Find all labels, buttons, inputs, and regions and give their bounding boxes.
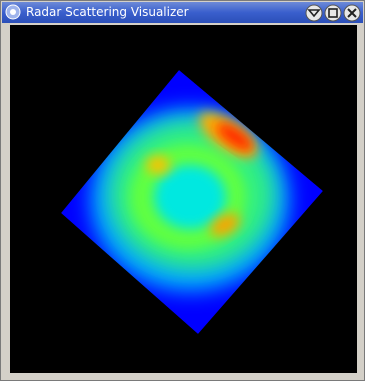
close-button[interactable] [344,5,360,21]
app-icon-center [10,9,16,15]
maximize-button[interactable] [325,5,341,21]
window: Radar Scattering Visualizer [0,0,365,381]
window-title: Radar Scattering Visualizer [26,5,189,19]
title-bar: Radar Scattering Visualizer [2,2,363,23]
center [154,165,226,229]
render-canvas [10,25,357,373]
hotspot [146,156,170,174]
minimize-button[interactable] [306,5,322,21]
